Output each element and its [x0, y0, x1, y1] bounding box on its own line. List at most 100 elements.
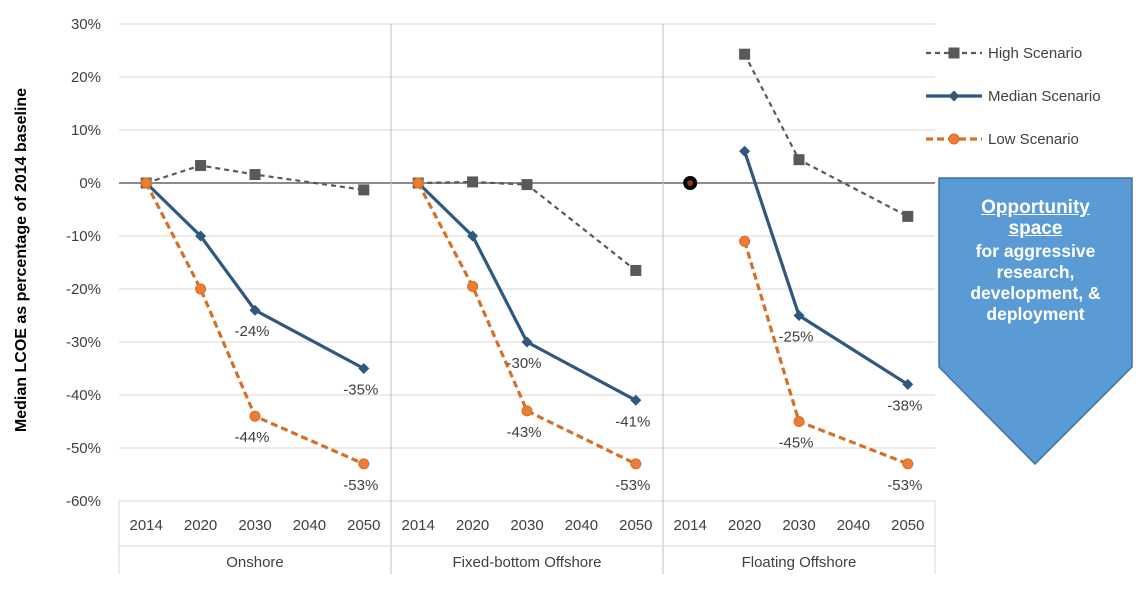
point-high: [521, 179, 533, 191]
callout-text: Opportunity space for aggressive researc…: [938, 197, 1133, 325]
data-label: -45%: [778, 435, 813, 452]
series-line-median-scenario-fixed-bottom-offshore: [417, 181, 637, 402]
legend-label: Low Scenario: [988, 131, 1079, 148]
legend-item-median-scenario: Median Scenario: [926, 88, 1101, 105]
point-high: [467, 176, 479, 188]
x-tick-label: 2030: [238, 517, 271, 534]
point-low: [630, 458, 642, 470]
x-tick-label: 2020: [184, 517, 217, 534]
point-median: [358, 363, 370, 374]
y-tick-labels: 30% 20% 10% 0% -10% -20% -30% -40% -50% -60%: [66, 16, 101, 510]
point-high: [358, 184, 370, 196]
data-labels: -24% -35% -44% -53% -30% -41% -43% -53% -25% -38%…: [234, 323, 922, 494]
panel-label-onshore: Onshore: [226, 554, 284, 571]
x-tick-label: 2014: [674, 517, 707, 534]
point-low: [793, 416, 805, 427]
y-tick-label: 20%: [71, 69, 101, 86]
point-median: [902, 378, 914, 390]
legend-label: High Scenario: [988, 45, 1082, 62]
point-high: [195, 160, 207, 172]
series-line-low-scenario-fixed-bottom-offshore: [416, 182, 637, 466]
legend-marker: [948, 133, 960, 145]
data-label: -30%: [506, 355, 541, 372]
data-label: -38%: [887, 397, 922, 414]
series-line-high-scenario-floating-offshore: [743, 53, 909, 218]
point-low: [140, 177, 152, 189]
callout-line4: deployment: [986, 304, 1085, 324]
y-axis-label-container: Median LCOE as percentage of 2014 baseli…: [4, 60, 40, 460]
point-median: [630, 394, 642, 406]
callout-title-line2: space: [1008, 218, 1063, 239]
legend-marker: [948, 47, 960, 59]
x-tick-label: 2030: [782, 517, 815, 534]
legend-item-low-scenario: Low Scenario: [926, 131, 1079, 148]
point-median: [739, 145, 751, 157]
y-tick-label: 10%: [71, 122, 101, 139]
x-tick-label: 2020: [456, 517, 489, 534]
x-tick-label: 2014: [130, 517, 163, 534]
y-tick-label: -10%: [66, 228, 101, 245]
data-label: -53%: [615, 477, 650, 494]
x-tick-label: 2050: [619, 517, 652, 534]
point-low: [358, 458, 370, 470]
y-tick-label: -40%: [66, 387, 101, 404]
data-label: -53%: [887, 477, 922, 494]
x-tick-label: 2020: [728, 517, 761, 534]
legend: High Scenario Median Scenario Low Scenario: [926, 45, 1101, 148]
y-tick-label: 0%: [79, 175, 101, 192]
point-high: [793, 154, 805, 166]
panel-dividers: [118, 24, 936, 574]
x-tick-label: 2050: [891, 517, 924, 534]
series-line-high-scenario-fixed-bottom-offshore: [418, 180, 637, 272]
point-median: [521, 336, 533, 348]
legend-item-high-scenario: High Scenario: [926, 45, 1082, 62]
data-label: -43%: [506, 424, 541, 441]
point-high: [249, 169, 261, 181]
legend-label: Median Scenario: [988, 88, 1101, 105]
point-low: [249, 410, 261, 422]
baseline-point-center: [687, 180, 694, 186]
data-label: -25%: [778, 329, 813, 346]
point-low: [467, 280, 479, 292]
data-label: -44%: [234, 429, 269, 446]
callout-title-line1: Opportunity: [981, 197, 1090, 218]
point-median: [195, 230, 207, 242]
panel-label-fixed-bottom-offshore: Fixed-bottom Offshore: [453, 554, 602, 571]
y-tick-label: -20%: [66, 281, 101, 298]
series-line-median-scenario-floating-offshore: [743, 150, 909, 386]
series-line-median-scenario-onshore: [145, 181, 365, 370]
x-tick-label: 2040: [565, 517, 598, 534]
callout-line3: development, &: [970, 283, 1101, 303]
opportunity-space-callout: Opportunity space for aggressive researc…: [938, 177, 1133, 465]
x-tick-label: 2050: [347, 517, 380, 534]
data-label: -53%: [343, 477, 378, 494]
y-tick-label: 30%: [71, 16, 101, 33]
point-high: [630, 264, 642, 276]
x-tick-label: 2040: [293, 517, 326, 534]
y-tick-label: -30%: [66, 334, 101, 351]
point-median: [467, 230, 479, 242]
point-high: [739, 48, 751, 60]
series-line-low-scenario-floating-offshore: [743, 240, 909, 466]
callout-line1: for aggressive: [975, 241, 1096, 261]
point-low: [739, 235, 751, 247]
point-median: [249, 304, 261, 316]
callout-line2: research,: [996, 262, 1075, 282]
point-low: [521, 405, 533, 417]
data-label: -41%: [615, 413, 650, 430]
point-low: [195, 283, 207, 295]
data-label: -24%: [234, 323, 269, 340]
series-lines: [140, 48, 914, 470]
data-label: -35%: [343, 382, 378, 399]
point-low: [412, 177, 424, 189]
panel-label-floating-offshore: Floating Offshore: [742, 554, 857, 571]
y-tick-label: -60%: [66, 493, 101, 510]
point-low: [902, 458, 914, 470]
series-line-high-scenario-onshore: [145, 164, 364, 191]
gridlines: [119, 23, 935, 502]
legend-marker: [948, 90, 960, 102]
x-tick-label: 2030: [510, 517, 543, 534]
point-high: [902, 210, 914, 222]
series-line-low-scenario-onshore: [144, 182, 365, 466]
